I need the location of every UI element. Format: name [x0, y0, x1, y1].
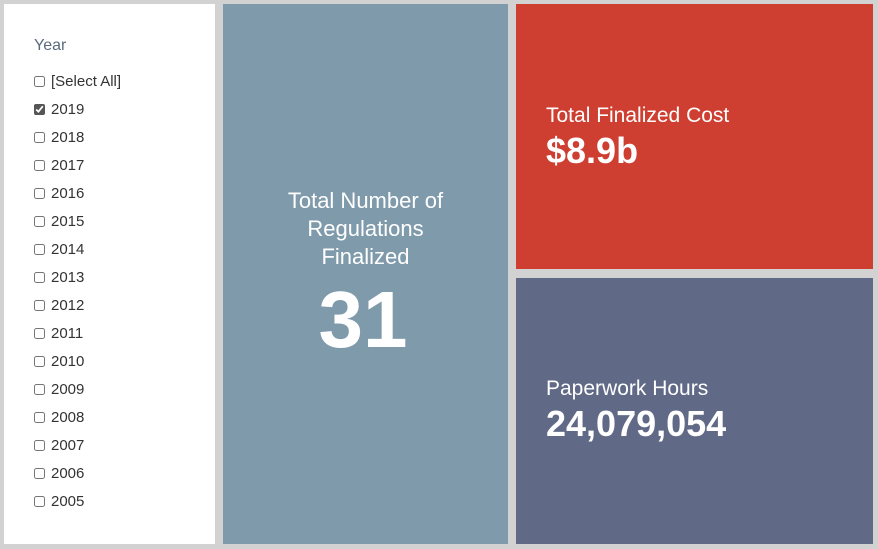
year-option-label: 2009 [51, 380, 85, 398]
year-option-2006[interactable]: 2006 [34, 459, 215, 487]
year-option-label: 2015 [51, 212, 85, 230]
year-option-label: 2013 [51, 268, 85, 286]
year-checkbox-2016[interactable] [34, 187, 45, 199]
year-option-2018[interactable]: 2018 [34, 123, 215, 151]
year-filter-title: Year [34, 37, 67, 54]
finalized-cost-card: Total Finalized Cost $8.9b [516, 4, 873, 269]
year-checkbox-2019[interactable] [34, 103, 45, 115]
year-option-label: 2012 [51, 296, 85, 314]
year-option-label: 2008 [51, 408, 85, 426]
year-option-2008[interactable]: 2008 [34, 403, 215, 431]
year-checkbox-2010[interactable] [34, 355, 45, 367]
year-checkbox-2013[interactable] [34, 271, 45, 283]
year-filter-list: [Select All] 2019 2018 2017 2016 2015 20… [34, 67, 215, 515]
year-option-label: 2005 [51, 492, 85, 510]
year-option-select-all[interactable]: [Select All] [34, 67, 215, 95]
year-option-2012[interactable]: 2012 [34, 291, 215, 319]
paperwork-hours-card: Paperwork Hours 24,079,054 [516, 278, 873, 544]
year-checkbox-2017[interactable] [34, 159, 45, 171]
regulations-finalized-label: Total Number of Regulations Finalized [287, 188, 444, 269]
year-checkbox-2005[interactable] [34, 495, 45, 507]
year-filter-panel: Year [Select All] 2019 2018 2017 2016 20… [4, 4, 215, 544]
year-option-2019[interactable]: 2019 [34, 95, 215, 123]
regulations-finalized-value: 31 [318, 275, 408, 364]
year-option-2017[interactable]: 2017 [34, 151, 215, 179]
year-checkbox-2018[interactable] [34, 131, 45, 143]
year-option-label: 2016 [51, 184, 85, 202]
paperwork-hours-label: Paperwork Hours [546, 377, 709, 400]
year-option-2014[interactable]: 2014 [34, 235, 215, 263]
year-checkbox-2009[interactable] [34, 383, 45, 395]
year-checkbox-2008[interactable] [34, 411, 45, 423]
year-checkbox-2006[interactable] [34, 467, 45, 479]
year-option-label: [Select All] [51, 72, 122, 90]
paperwork-hours-value: 24,079,054 [546, 403, 727, 444]
regulations-finalized-card: Total Number of Regulations Finalized 31 [223, 4, 508, 544]
year-option-2007[interactable]: 2007 [34, 431, 215, 459]
year-checkbox-2015[interactable] [34, 215, 45, 227]
year-checkbox-2011[interactable] [34, 327, 45, 339]
year-option-label: 2011 [51, 324, 84, 342]
year-option-2011[interactable]: 2011 [34, 319, 215, 347]
year-option-label: 2018 [51, 128, 85, 146]
year-option-2005[interactable]: 2005 [34, 487, 215, 515]
year-option-label: 2006 [51, 464, 85, 482]
year-option-label: 2010 [51, 352, 85, 370]
finalized-cost-label: Total Finalized Cost [546, 104, 730, 127]
year-option-label: 2017 [51, 156, 85, 174]
year-option-2010[interactable]: 2010 [34, 347, 215, 375]
year-option-2013[interactable]: 2013 [34, 263, 215, 291]
year-option-label: 2019 [51, 100, 85, 118]
year-checkbox-2012[interactable] [34, 299, 45, 311]
year-checkbox-2007[interactable] [34, 439, 45, 451]
year-option-label: 2007 [51, 436, 85, 454]
year-option-label: 2014 [51, 240, 85, 258]
year-option-2009[interactable]: 2009 [34, 375, 215, 403]
year-checkbox-select-all[interactable] [34, 75, 45, 87]
finalized-cost-value: $8.9b [546, 130, 639, 171]
year-option-2016[interactable]: 2016 [34, 179, 215, 207]
year-checkbox-2014[interactable] [34, 243, 45, 255]
year-option-2015[interactable]: 2015 [34, 207, 215, 235]
